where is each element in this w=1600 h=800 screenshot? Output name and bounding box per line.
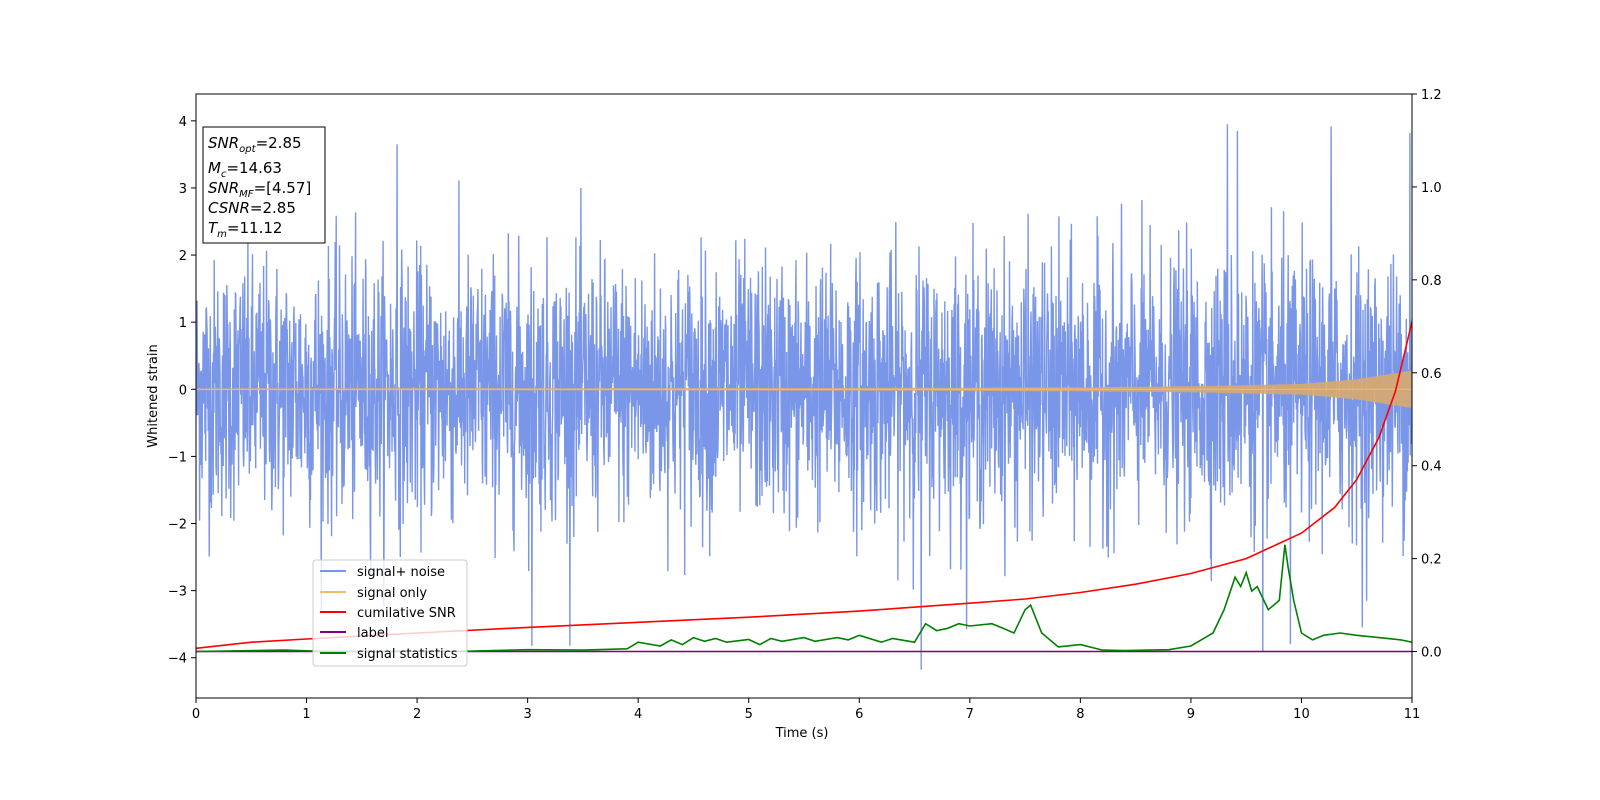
y-right-tick-label: 1.0: [1421, 181, 1442, 196]
x-tick-label: 10: [1293, 707, 1310, 722]
legend: signal+ noise signal only cumilative SNR…: [312, 559, 468, 667]
y-left-tick-label: −2: [168, 518, 187, 533]
stats-tm: Tm=11.12: [208, 219, 282, 240]
y-left-tick-label: −1: [168, 450, 187, 465]
stats-box: SNRopt=2.85 Mc=14.63 SNRMF=[4.57] CSNR=2…: [202, 126, 326, 244]
x-tick-label: 6: [855, 707, 863, 722]
legend-label-signal-noise: signal+ noise: [357, 565, 445, 580]
x-axis: 0 1 2 3 4 5 6 7 8 9 10 11: [192, 698, 1420, 722]
y-left-tick-label: −4: [168, 652, 187, 667]
x-tick-label: 3: [523, 707, 531, 722]
y-right-tick-label: 0.2: [1421, 553, 1442, 568]
x-tick-label: 7: [966, 707, 974, 722]
legend-label-label: label: [357, 626, 388, 641]
signal-noise-line: [196, 124, 1412, 670]
y-left-tick-label: 3: [179, 182, 187, 197]
x-axis-label: Time (s): [775, 726, 829, 741]
x-tick-label: 0: [192, 707, 200, 722]
legend-label-signal-statistics: signal statistics: [357, 647, 458, 662]
stats-mc: Mc=14.63: [208, 159, 282, 180]
y-right-tick-label: 0.0: [1421, 646, 1442, 661]
y-left-tick-label: −3: [168, 585, 187, 600]
stats-snr-mf: SNRMF=[4.57]: [208, 179, 311, 200]
x-tick-label: 4: [634, 707, 642, 722]
x-tick-label: 2: [413, 707, 421, 722]
y-axis-label: Whitened strain: [146, 344, 161, 447]
y-left-tick-label: 4: [179, 115, 187, 130]
y-left-tick-label: 2: [179, 249, 187, 264]
x-tick-label: 8: [1076, 707, 1084, 722]
legend-frame: [312, 559, 468, 667]
x-tick-label: 5: [745, 707, 753, 722]
stats-box-frame: [202, 126, 326, 244]
stats-csnr: CSNR=2.85: [208, 199, 296, 217]
y-axis-right: 0.0 0.2 0.4 0.6 0.8 1.0 1.2: [1412, 88, 1442, 661]
y-left-tick-label: 0: [179, 383, 187, 398]
x-tick-label: 9: [1187, 707, 1195, 722]
y-right-tick-label: 0.4: [1421, 460, 1442, 475]
x-tick-label: 1: [302, 707, 310, 722]
y-left-tick-label: 1: [179, 316, 187, 331]
legend-label-cumulative-snr: cumilative SNR: [357, 606, 456, 621]
y-right-tick-label: 0.8: [1421, 274, 1442, 289]
x-tick-label: 11: [1404, 707, 1421, 722]
plot-frame: [195, 93, 1413, 699]
signal-statistics-line: [196, 544, 1412, 653]
stats-snr-opt: SNRopt=2.85: [208, 134, 302, 155]
legend-label-signal-only: signal only: [357, 586, 427, 601]
y-right-tick-label: 1.2: [1421, 88, 1442, 103]
y-right-tick-label: 0.6: [1421, 367, 1442, 382]
y-axis-left: −4 −3 −2 −1 0 1 2 3 4: [168, 115, 196, 667]
